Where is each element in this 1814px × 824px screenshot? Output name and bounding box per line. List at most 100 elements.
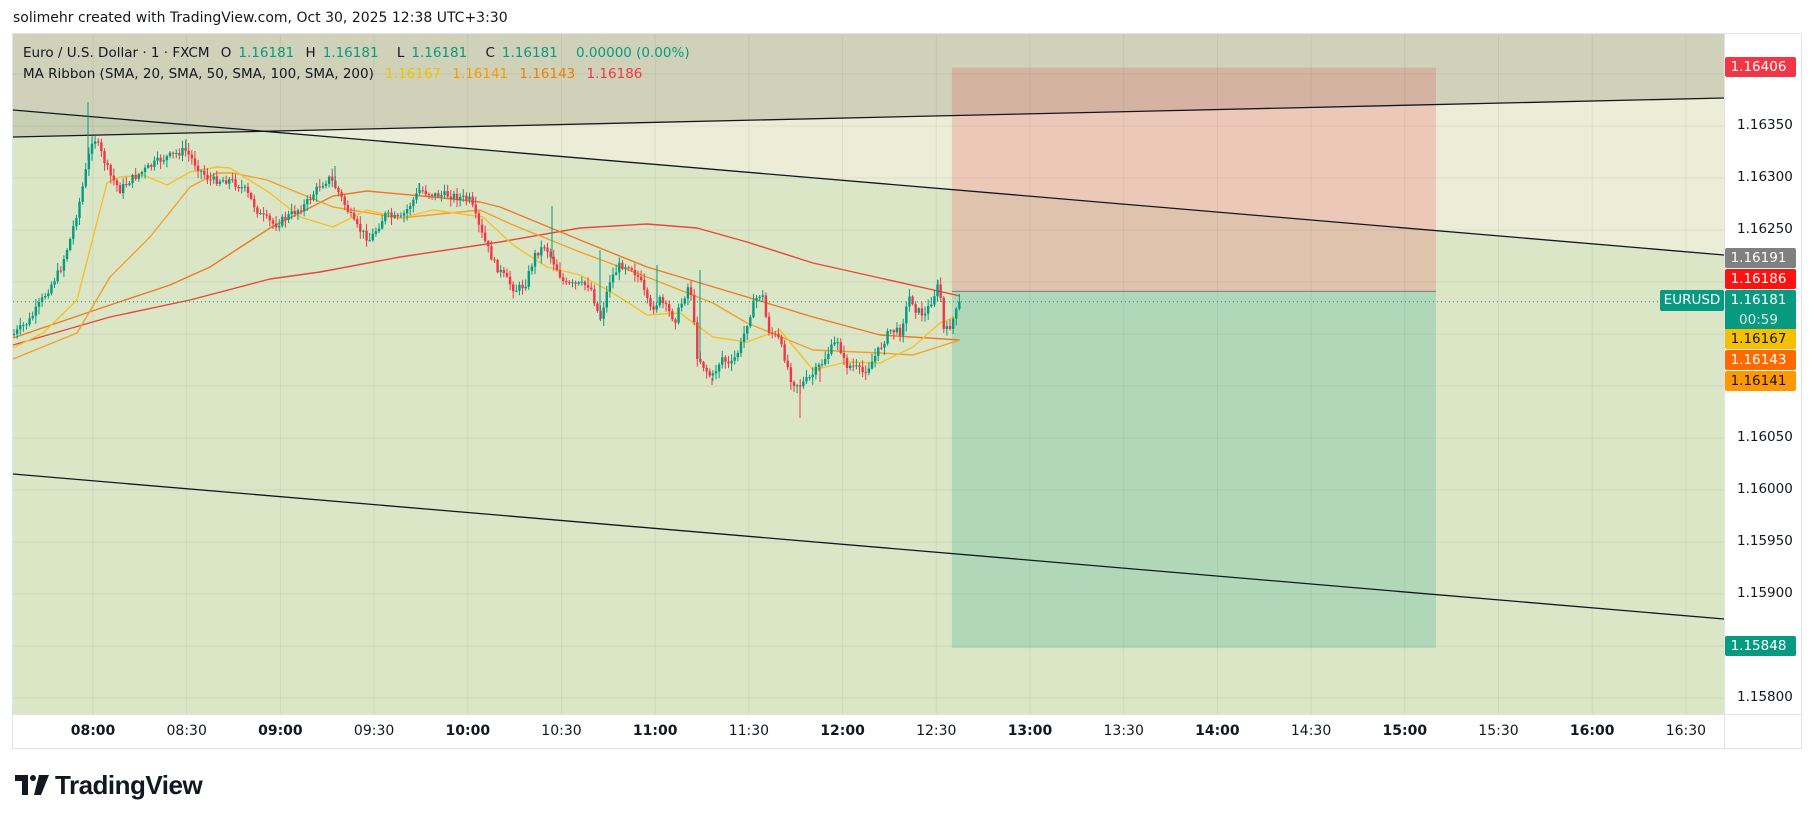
candle-body: [312, 194, 315, 200]
candle-body: [265, 214, 268, 216]
candle-body: [512, 284, 515, 292]
candle-body: [471, 196, 474, 205]
candle-body: [109, 165, 112, 176]
candle-body: [359, 223, 362, 232]
candle-body: [777, 333, 780, 338]
candle-body: [789, 367, 793, 383]
candle-body: [209, 179, 212, 181]
candle-body: [318, 186, 321, 188]
candle-body: [421, 190, 424, 192]
candle-body: [315, 186, 318, 195]
time-tick: 14:30: [1290, 723, 1332, 739]
candle-body: [31, 315, 34, 319]
take-profit-zone: [951, 291, 1437, 649]
ma20-line: [12, 166, 961, 371]
candle-body: [427, 194, 431, 196]
ma50-value: 1.16141: [452, 66, 509, 82]
candle-body: [140, 171, 144, 175]
candle-body: [686, 287, 690, 299]
tradingview-logo[interactable]: TradingView: [15, 770, 203, 800]
candle-body: [933, 296, 936, 305]
price-tick: 1.16300: [1737, 169, 1793, 185]
candle-body: [146, 164, 150, 168]
candle-body: [920, 308, 924, 316]
candle-body: [574, 282, 577, 284]
candle-body: [571, 282, 574, 284]
candle-body: [852, 365, 855, 367]
candle-body: [175, 153, 178, 155]
candle-body: [84, 169, 87, 187]
candle-body: [352, 212, 356, 220]
candle-body: [424, 190, 428, 195]
candle-body: [62, 259, 66, 271]
candle-body: [156, 157, 159, 161]
candle-body: [125, 184, 128, 186]
candle-body: [502, 269, 506, 274]
symbol-price-tag: EURUSD: [1660, 290, 1724, 311]
candle-body: [468, 196, 471, 200]
candle-body: [75, 218, 78, 227]
candle-body: [371, 233, 374, 241]
price-tag: 1.16143: [1725, 350, 1796, 370]
candle-body: [914, 304, 917, 313]
candle-body: [505, 273, 509, 277]
candle-body: [643, 280, 646, 290]
candle-body: [171, 152, 175, 154]
candle-body: [605, 291, 608, 308]
candle-body: [752, 300, 755, 318]
candle-body: [452, 193, 456, 199]
candle-body: [939, 284, 942, 298]
candle-body: [714, 371, 718, 374]
candle-body: [299, 210, 303, 212]
candle-body: [278, 225, 281, 228]
candle-body: [549, 251, 552, 257]
time-tick: 16:00: [1569, 723, 1615, 739]
candle-body: [742, 333, 746, 343]
candle-body: [696, 322, 699, 359]
price-tick: 1.16050: [1737, 429, 1793, 445]
candle-body: [449, 196, 452, 199]
candle-body: [655, 305, 658, 310]
candle-body: [362, 230, 365, 232]
candle-body: [602, 307, 605, 319]
symbol-title[interactable]: Euro / U.S. Dollar · 1 · FXCM: [23, 45, 210, 61]
candle-body: [942, 297, 945, 329]
candle-body: [926, 306, 930, 314]
candle-body: [193, 158, 197, 166]
change-value: 0.00000 (0.00%): [576, 45, 690, 61]
candle-body: [664, 303, 668, 305]
candle-body: [159, 157, 162, 162]
candle-body: [137, 174, 140, 179]
price-tick: 1.15900: [1737, 585, 1793, 601]
symbol-legend[interactable]: Euro / U.S. Dollar · 1 · FXCM O 1.16181 H…: [23, 45, 690, 61]
candle-body: [833, 342, 836, 345]
ma200-line: [12, 223, 961, 346]
candle-body: [593, 289, 596, 304]
candle-body: [93, 141, 97, 144]
candle-body: [393, 214, 396, 218]
indicator-legend[interactable]: MA Ribbon (SMA, 20, SMA, 50, SMA, 100, S…: [23, 66, 649, 82]
candle-body: [343, 196, 346, 205]
candle-body: [346, 204, 350, 212]
candle-body: [543, 247, 546, 249]
candle-body: [649, 298, 652, 307]
candle-body: [203, 170, 206, 175]
candle-body: [384, 213, 387, 222]
candle-body: [814, 366, 818, 375]
candle-body: [412, 199, 415, 207]
candle-body: [905, 306, 908, 324]
candle-body: [824, 358, 827, 365]
candle-body: [724, 357, 727, 362]
candle-body: [296, 210, 300, 215]
indicator-title[interactable]: MA Ribbon (SMA, 20, SMA, 50, SMA, 100, S…: [23, 66, 374, 82]
candle-body: [19, 325, 22, 330]
candle-body: [733, 357, 736, 361]
candle-body: [474, 204, 477, 214]
candle-body: [458, 196, 462, 201]
candle-body: [327, 176, 331, 184]
candle-body: [746, 326, 749, 334]
candle-body: [749, 317, 752, 327]
candle-body: [234, 179, 237, 187]
candle-body: [430, 194, 434, 197]
